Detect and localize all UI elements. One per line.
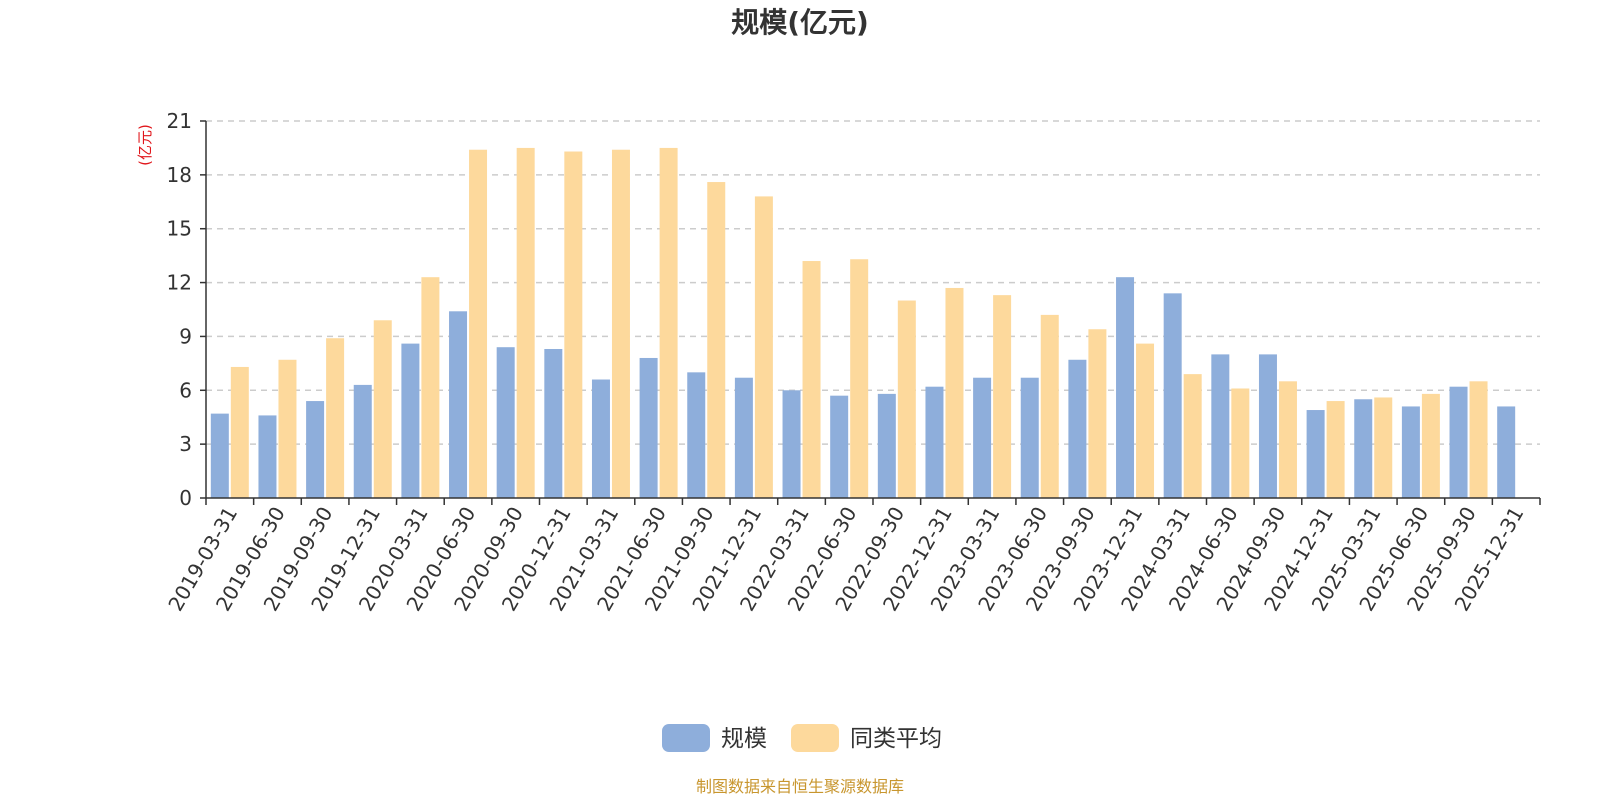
bar-peer-average	[850, 259, 869, 498]
y-tick-label: 3	[179, 432, 192, 456]
bar-peer-average	[611, 149, 630, 498]
bar-scale	[973, 377, 992, 498]
y-tick-label: 15	[167, 217, 192, 241]
bar-scale	[782, 390, 801, 498]
bar-scale	[544, 348, 563, 498]
bar-peer-average	[993, 295, 1012, 498]
bar-scale	[734, 377, 753, 498]
legend-label-scale: 规模	[721, 726, 767, 752]
bars	[210, 147, 1516, 499]
bar-peer-average	[945, 287, 964, 498]
bar-scale	[877, 393, 896, 498]
bar-scale	[1258, 354, 1277, 498]
y-tick-label: 21	[167, 109, 192, 133]
bar-scale	[1306, 410, 1325, 498]
bar-scale	[591, 379, 610, 498]
y-axis-ticks: 0 3 6 9 12 15 18 21	[167, 109, 206, 510]
bar-scale	[1068, 359, 1087, 498]
legend-swatch-peer-average	[791, 724, 839, 752]
bar-scale	[1354, 399, 1373, 498]
bar-peer-average	[1421, 393, 1440, 498]
bar-scale	[1497, 406, 1516, 498]
bar-scale	[925, 386, 944, 498]
legend-label-peer-average: 同类平均	[850, 726, 942, 752]
bar-peer-average	[1088, 329, 1107, 498]
bar-peer-average	[802, 261, 821, 498]
bar-scale	[830, 395, 849, 498]
bar-peer-average	[469, 149, 488, 498]
bar-peer-average	[1231, 388, 1250, 498]
bar-scale	[1116, 277, 1135, 498]
bar-peer-average	[230, 366, 249, 498]
bar-scale	[687, 372, 706, 498]
bar-scale	[210, 413, 229, 498]
bar-peer-average	[1326, 401, 1345, 498]
bar-peer-average	[754, 196, 773, 498]
legend-swatch-scale	[662, 724, 710, 752]
bar-peer-average	[1040, 314, 1059, 498]
bar-scale	[639, 357, 658, 498]
bar-peer-average	[373, 320, 392, 498]
bar-scale	[401, 343, 420, 498]
bar-scale	[1211, 354, 1230, 498]
bar-peer-average	[516, 147, 535, 498]
bar-peer-average	[1469, 381, 1488, 498]
bar-scale	[1020, 377, 1039, 498]
bar-peer-average	[1136, 343, 1155, 498]
bar-scale	[1401, 406, 1420, 498]
bar-scale	[258, 415, 277, 498]
y-tick-label: 6	[179, 378, 192, 402]
x-axis-ticks: 2019-03-312019-06-302019-09-302019-12-31…	[163, 498, 1541, 615]
bar-peer-average	[326, 338, 345, 498]
bar-peer-average	[278, 359, 297, 498]
bar-scale	[353, 384, 372, 498]
source-note: 制图数据来自恒生聚源数据库	[696, 777, 904, 796]
bar-peer-average	[1278, 381, 1297, 498]
y-tick-label: 0	[179, 486, 192, 510]
bar-scale	[306, 401, 325, 498]
bar-scale	[496, 347, 515, 498]
bar-peer-average	[707, 182, 726, 499]
y-tick-label: 18	[167, 163, 192, 187]
bar-peer-average	[659, 147, 678, 498]
bar-scale	[449, 311, 468, 498]
bar-scale	[1163, 293, 1182, 498]
bar-peer-average	[1374, 397, 1393, 498]
bar-peer-average	[421, 277, 440, 498]
y-tick-label: 9	[179, 324, 192, 348]
bar-peer-average	[1183, 374, 1202, 498]
legend: 规模 同类平均	[662, 724, 942, 752]
bar-peer-average	[564, 151, 583, 498]
y-tick-label: 12	[167, 271, 192, 295]
bar-scale	[1449, 386, 1468, 498]
y-axis-unit-label: (亿元)	[136, 124, 154, 166]
chart-title: 规模(亿元)	[731, 6, 869, 39]
bar-peer-average	[897, 300, 916, 498]
